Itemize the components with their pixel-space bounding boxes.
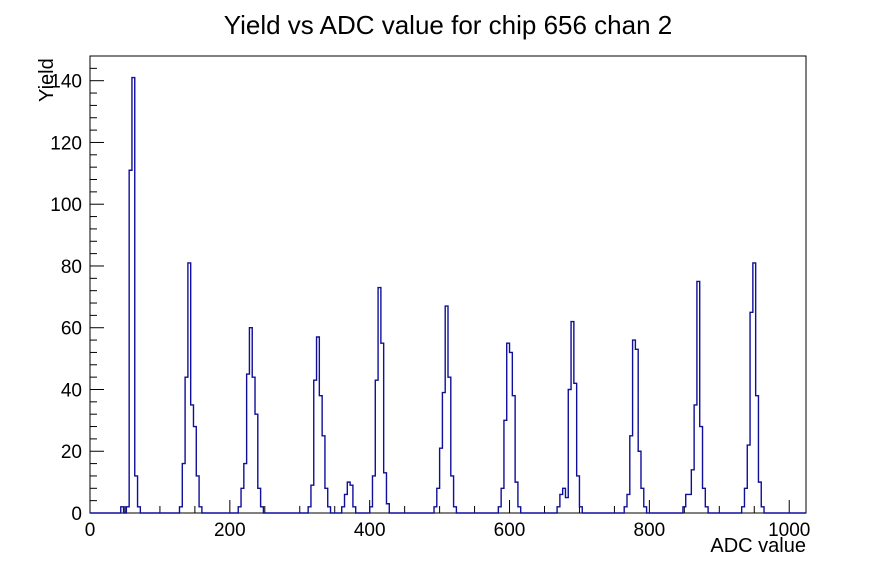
x-tick-label: 800 — [634, 520, 666, 541]
chart-title: Yield vs ADC value for chip 656 chan 2 — [223, 10, 673, 40]
x-tick-label: 1000 — [768, 520, 810, 541]
y-tick-label: 0 — [71, 504, 82, 525]
x-tick-label: 400 — [354, 520, 386, 541]
x-tick-label: 200 — [214, 520, 246, 541]
y-tick-label: 20 — [61, 442, 82, 463]
y-tick-label: 100 — [50, 195, 82, 216]
y-tick-label: 140 — [50, 72, 82, 93]
y-tick-label: 120 — [50, 133, 82, 154]
y-tick-label: 60 — [61, 319, 82, 340]
x-tick-label: 600 — [494, 520, 526, 541]
y-tick-label: 80 — [61, 257, 82, 278]
x-tick-label: 0 — [85, 520, 96, 541]
x-axis-title: ADC value — [710, 535, 806, 557]
histogram-line — [90, 76, 806, 514]
y-tick-label: 40 — [61, 380, 82, 401]
plot-frame — [89, 55, 807, 514]
